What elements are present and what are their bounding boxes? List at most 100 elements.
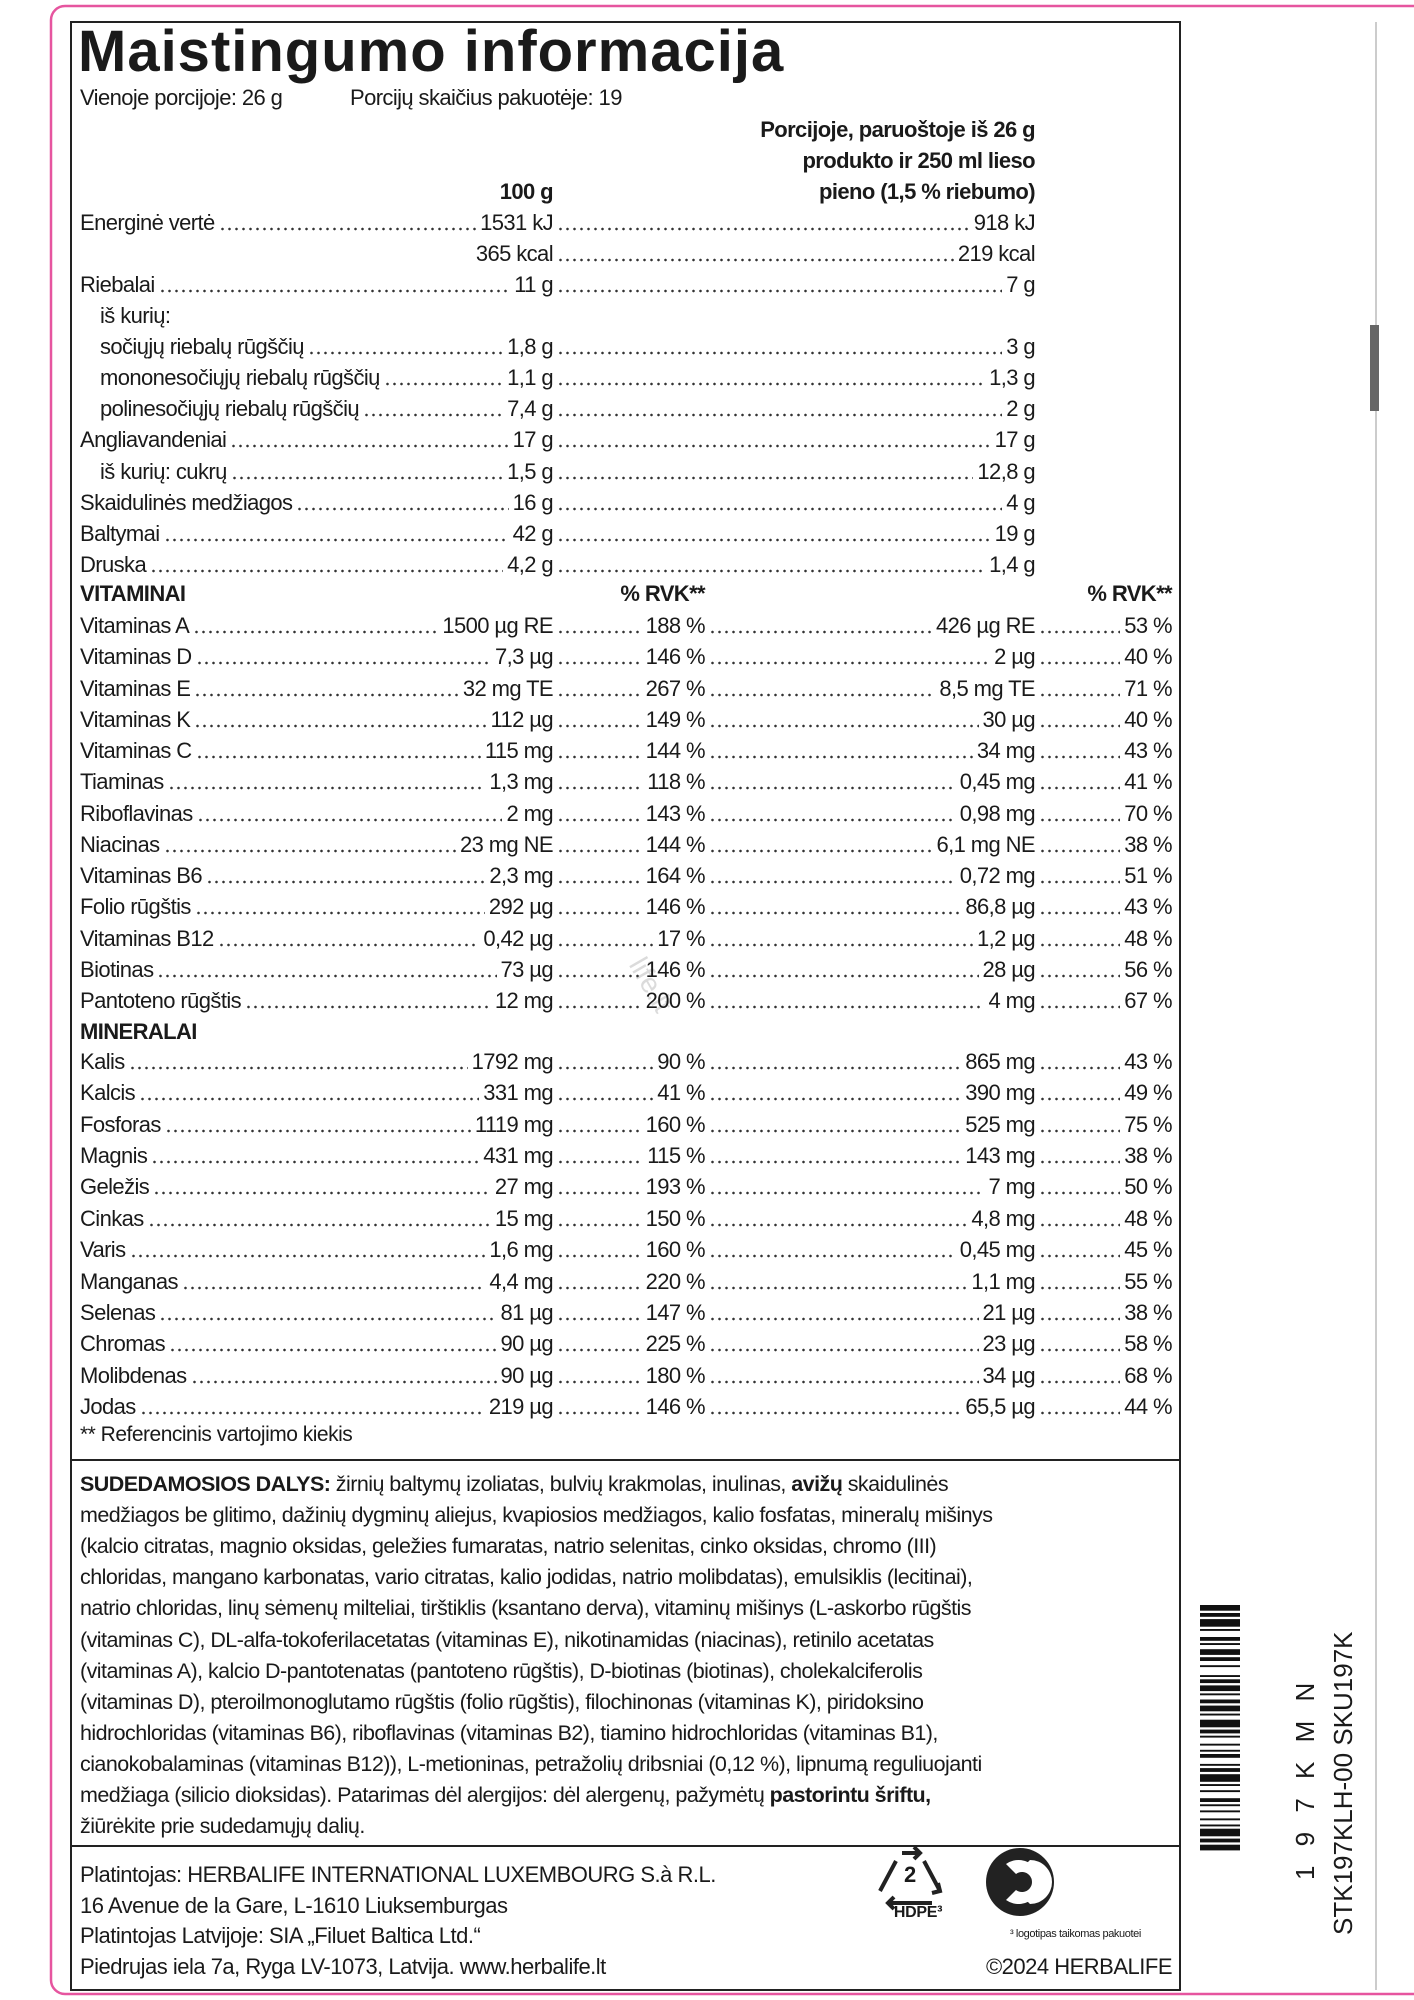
ingredients-line: žiūrėkite prie sudedamųjų dalių. — [80, 1811, 365, 1841]
row-cell: Riebalai 11 g — [80, 270, 554, 300]
row-cell: polinesočiųjų riebalų rūgščių 7,4 g — [80, 394, 554, 424]
leader-dots — [557, 723, 642, 728]
row-cell: 43 % — [1035, 1047, 1173, 1077]
gray-mark — [1370, 325, 1379, 411]
servings-per-pack: Porcijų skaičius pakuotėje: 19 — [350, 85, 622, 110]
row-cell: 70 % — [1035, 799, 1173, 829]
row-cell: 23 µg — [705, 1329, 1036, 1359]
leader-dots — [1039, 942, 1121, 947]
leader-dots — [709, 1285, 968, 1290]
column-header: pieno (1,5 % riebumo) — [819, 179, 1036, 204]
leader-dots — [157, 973, 497, 978]
rvk-header: % RVK** — [1087, 581, 1172, 606]
rvk-per-serving: 38 % — [1124, 1299, 1172, 1325]
leader-dots — [1039, 1348, 1121, 1353]
leader-dots — [557, 1285, 642, 1290]
leader-dots — [1039, 1005, 1121, 1009]
rvk-per100: 160 % — [645, 1111, 706, 1137]
rvk-per-serving: 75 % — [1124, 1111, 1172, 1137]
leader-dots — [1039, 723, 1121, 728]
leader-dots — [1039, 1316, 1121, 1321]
leader-dots — [709, 661, 991, 666]
leader-dots — [139, 1410, 485, 1415]
row-cell: 38 % — [1035, 1298, 1173, 1328]
ingredients-line: natrio chloridas, linų sėmenų milteliai,… — [80, 1593, 972, 1623]
nutrient-label: sočiųjų riebalų rūgščių — [100, 334, 304, 360]
leader-dots — [709, 630, 932, 634]
row-cell: 180 % — [553, 1361, 706, 1391]
barcode-digits: 1 9 7 K M N — [1290, 1676, 1320, 1880]
nutrient-label: iš kurių: cukrų — [100, 458, 227, 484]
leader-dots — [709, 1160, 962, 1165]
leader-dots — [709, 755, 973, 759]
value-per100: 7,4 g — [507, 396, 554, 422]
rvk-per-serving: 41 % — [1124, 769, 1172, 795]
leader-dots — [709, 1254, 956, 1259]
row-cell: 147 % — [553, 1298, 706, 1328]
rvk-per100: 17 % — [657, 925, 705, 951]
leader-dots — [557, 786, 644, 791]
row-cell: 68 % — [1035, 1361, 1173, 1391]
row-cell: Pantoteno rūgštis 12 mg — [80, 986, 554, 1016]
value-per100: 12 mg — [494, 988, 554, 1013]
leader-dots — [164, 1128, 471, 1133]
value-per-serving: 34 µg — [982, 1362, 1036, 1388]
leader-dots — [167, 786, 486, 791]
barcode-bar — [1200, 1804, 1240, 1807]
row-cell: 4 mg — [705, 986, 1036, 1016]
leader-dots — [194, 692, 459, 697]
row-cell: Porcijoje, paruoštoje iš 26 g — [605, 115, 1035, 145]
ingredients-line: cianokobalaminas (vitaminas B12)), L-met… — [80, 1749, 982, 1779]
row-cell: 12,8 g — [553, 457, 1036, 487]
value-per100: 219 µg — [488, 1393, 554, 1419]
leader-dots — [1039, 755, 1121, 759]
leader-dots — [195, 661, 491, 666]
row-cell: 118 % — [553, 767, 706, 797]
rvk-per-serving: 38 % — [1124, 831, 1172, 857]
leader-dots — [163, 848, 456, 853]
section-title: MINERALAI — [80, 1019, 197, 1044]
row-cell: 365 kcal — [80, 239, 554, 269]
row-cell: Molibdenas 90 µg — [80, 1361, 554, 1391]
row-cell: Magnis 431 mg — [80, 1141, 554, 1171]
nutrient-label: Riboflavinas — [80, 800, 193, 826]
leader-dots — [709, 786, 956, 791]
nutrient-label: Vitaminas C — [80, 738, 192, 763]
value-per100: 112 µg — [490, 706, 554, 732]
leader-dots — [557, 1410, 642, 1415]
rvk-per-serving: 70 % — [1124, 800, 1172, 826]
value-per100: 292 µg — [488, 894, 554, 920]
leader-dots — [193, 630, 439, 634]
copyright: ©2024 HERBALIFE — [985, 1954, 1173, 1979]
leader-dots — [1039, 1410, 1121, 1415]
nutrient-label: Kalis — [80, 1049, 125, 1074]
leader-dots — [169, 1348, 497, 1353]
row-cell: 390 mg — [705, 1078, 1036, 1108]
row-cell: 0,45 mg — [705, 1235, 1036, 1265]
row-cell: 41 % — [1035, 767, 1173, 797]
barcode-bar — [1200, 1605, 1240, 1611]
leader-dots — [1039, 1191, 1121, 1196]
leader-dots — [557, 258, 954, 263]
leader-dots — [709, 848, 933, 853]
row-cell: 75 % — [1035, 1110, 1173, 1140]
row-cell: 43 % — [1035, 736, 1173, 766]
leader-dots — [1039, 630, 1121, 634]
row-cell: 28 µg — [705, 955, 1036, 985]
leader-dots — [1039, 1254, 1121, 1259]
leader-dots — [557, 755, 642, 759]
value-per100: 115 mg — [484, 738, 554, 763]
leader-dots — [557, 1005, 642, 1009]
leader-dots — [245, 1005, 491, 1009]
value-per-serving: 4 g — [1006, 489, 1035, 515]
row-cell: Jodas 219 µg — [80, 1392, 554, 1422]
leader-dots — [557, 692, 642, 697]
rvk-per100: 146 % — [645, 894, 706, 920]
ingredients-text: natrio chloridas, linų sėmenų milteliai,… — [80, 1596, 972, 1621]
value-per100: 23 mg NE — [459, 831, 554, 857]
row-cell: Fosforas 1119 mg — [80, 1110, 554, 1140]
leader-dots — [557, 942, 654, 947]
row-cell: Chromas 90 µg — [80, 1329, 554, 1359]
nutrient-label: Angliavandeniai — [80, 427, 227, 453]
